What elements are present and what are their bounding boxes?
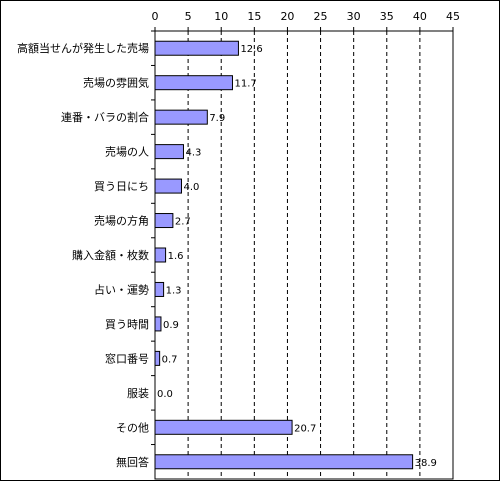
data-label: 7.9 bbox=[209, 113, 225, 124]
bar bbox=[154, 454, 414, 470]
bar bbox=[154, 281, 165, 297]
data-label: 12.6 bbox=[240, 44, 262, 55]
category-label: 買う日にち bbox=[94, 180, 149, 193]
data-label: 0.9 bbox=[163, 320, 179, 331]
x-tick-label: 30 bbox=[347, 10, 361, 23]
plot-area bbox=[154, 30, 454, 480]
bar bbox=[154, 247, 167, 263]
data-label: 20.7 bbox=[294, 423, 316, 434]
x-tick-label: 5 bbox=[185, 10, 192, 23]
x-tick-label: 15 bbox=[247, 10, 261, 23]
data-label: 1.6 bbox=[168, 251, 184, 262]
x-tick-label: 35 bbox=[380, 10, 394, 23]
category-label: 服装 bbox=[127, 387, 149, 400]
category-label: 無回答 bbox=[116, 455, 149, 469]
category-label: 売場の雰囲気 bbox=[83, 76, 149, 90]
bar bbox=[154, 144, 184, 160]
category-label: 売場の人 bbox=[105, 146, 149, 159]
x-tick-label: 45 bbox=[446, 10, 460, 23]
data-label: 4.0 bbox=[183, 182, 199, 193]
data-label: 38.9 bbox=[415, 458, 437, 469]
category-label: 売場の方角 bbox=[94, 214, 149, 228]
x-tick-label: 0 bbox=[152, 10, 159, 23]
bar bbox=[154, 178, 182, 194]
bar bbox=[154, 213, 174, 229]
category-label: 窓口番号 bbox=[105, 351, 149, 365]
category-label: 高額当せんが発生した売場 bbox=[17, 41, 149, 55]
x-tick-label: 10 bbox=[214, 10, 228, 23]
data-label: 11.7 bbox=[234, 79, 256, 90]
data-label: 0.7 bbox=[162, 354, 178, 365]
category-label: その他 bbox=[116, 421, 149, 434]
category-label: 占い・運勢 bbox=[94, 282, 149, 296]
bar bbox=[154, 350, 161, 366]
bar bbox=[154, 75, 233, 91]
category-label: 購入金額・枚数 bbox=[72, 248, 149, 262]
x-tick-label: 20 bbox=[280, 10, 294, 23]
bar bbox=[154, 40, 239, 56]
bar bbox=[154, 419, 293, 435]
data-label: 2.7 bbox=[175, 217, 191, 228]
category-label: 買う時間 bbox=[105, 318, 149, 331]
data-label: 0.0 bbox=[157, 389, 173, 400]
bar bbox=[154, 109, 208, 125]
data-label: 4.3 bbox=[185, 148, 201, 159]
x-tick-label: 40 bbox=[413, 10, 427, 23]
data-label: 1.3 bbox=[166, 285, 182, 296]
category-label: 連番・バラの割合 bbox=[61, 110, 149, 124]
bar bbox=[154, 316, 162, 332]
x-tick-label: 25 bbox=[314, 10, 328, 23]
